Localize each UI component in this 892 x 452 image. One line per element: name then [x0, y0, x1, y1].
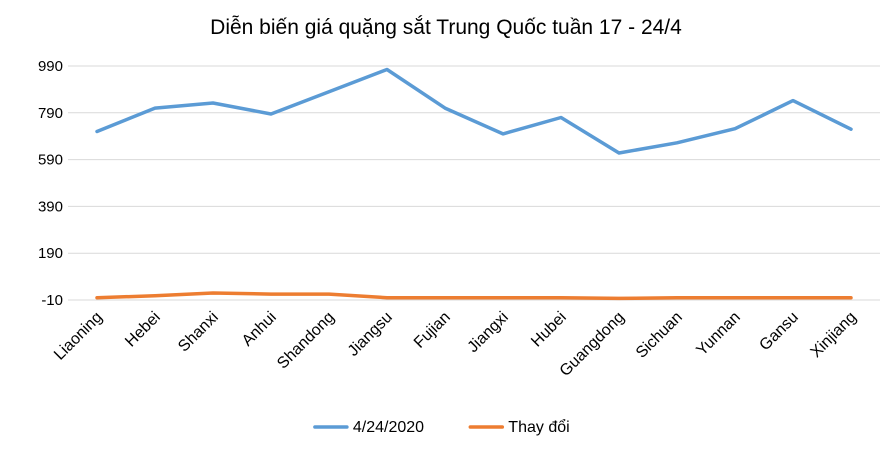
x-tick-label: Xinjiang: [808, 309, 860, 361]
legend-label-0: 4/24/2020: [353, 419, 424, 436]
y-tick-label: 990: [38, 58, 63, 75]
y-tick-label: -10: [41, 292, 63, 309]
y-tick-label: 790: [38, 105, 63, 122]
x-tick-label: Jiangxi: [465, 309, 512, 356]
x-tick-label: Shandong: [274, 309, 338, 373]
chart-title: Diễn biến giá quặng sắt Trung Quốc tuần …: [210, 16, 682, 39]
y-tick-label: 590: [38, 152, 63, 169]
y-tick-label: 190: [38, 245, 63, 262]
x-tick-label: Liaoning: [51, 309, 106, 364]
x-tick-label: Yunnan: [693, 309, 743, 359]
legend-label-1: Thay đổi: [508, 418, 569, 436]
x-tick-label: Jiangsu: [345, 309, 396, 360]
x-tick-label: Hebei: [122, 309, 164, 351]
y-axis-ticks: 990 790 590 390 190 -10: [38, 58, 63, 309]
series-line-1: [95, 291, 853, 301]
y-tick-label: 390: [38, 198, 63, 215]
x-tick-label: Shanxi: [175, 309, 222, 356]
x-tick-label: Anhui: [239, 309, 280, 350]
x-tick-label: Gansu: [756, 309, 801, 354]
legend: 4/24/2020 Thay đổi: [313, 418, 570, 436]
series-line-0: [95, 67, 853, 155]
x-tick-label: Hubei: [528, 309, 570, 351]
gridlines: [68, 65, 880, 301]
x-tick-label: Fujian: [411, 309, 454, 352]
series-lines: [95, 67, 853, 301]
x-tick-label: Sichuan: [633, 309, 686, 362]
